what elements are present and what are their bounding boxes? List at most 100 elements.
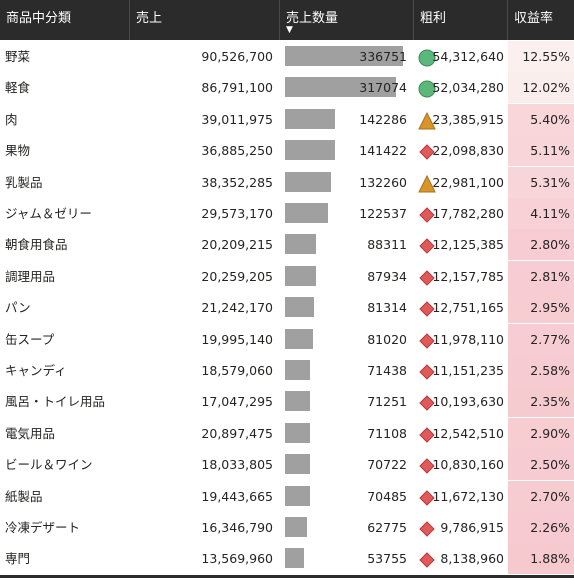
- table-row[interactable]: 野菜 90,526,700 336751 54,312,640 12.55%: [0, 41, 574, 72]
- quantity-value: 71251: [367, 394, 407, 410]
- margin-cell-background: [508, 260, 574, 292]
- gross-profit-cell: 23,385,915: [432, 111, 504, 127]
- margin-cell: 2.50%: [530, 457, 570, 473]
- quantity-value: 122537: [359, 206, 407, 221]
- table-row[interactable]: パン 21,242,170 81314 12,751,165 2.95%: [0, 292, 574, 324]
- margin-cell-background: [508, 417, 574, 449]
- quantity-cell: 81020: [280, 324, 410, 355]
- header-quantity[interactable]: 売上数量 ▼: [280, 0, 414, 40]
- quantity-value: 87934: [367, 268, 407, 284]
- table-row[interactable]: 紙製品 19,443,665 70485 11,672,130 2.70%: [0, 480, 574, 512]
- table-row[interactable]: 乳製品 38,352,285 132260 22,981,100 5.31%: [0, 166, 574, 198]
- quantity-cell: 122537: [280, 198, 410, 229]
- quantity-data-bar: [285, 485, 310, 506]
- table-row[interactable]: 軽食 86,791,100 317074 52,034,280 12.02%: [0, 72, 574, 104]
- category-cell: 紙製品: [5, 488, 43, 504]
- margin-cell-background: [508, 135, 574, 167]
- margin-cell: 2.80%: [530, 237, 570, 253]
- margin-cell: 5.31%: [530, 174, 570, 190]
- gross-profit-cell: 11,672,130: [432, 488, 504, 504]
- category-cell: 肉: [5, 111, 18, 127]
- quantity-value: 141422: [359, 143, 407, 159]
- category-cell: 野菜: [5, 49, 31, 64]
- quantity-data-bar: [285, 77, 397, 98]
- table-row[interactable]: 調理用品 20,259,205 87934 12,157,785 2.81%: [0, 260, 574, 292]
- diamond-icon: [418, 261, 436, 292]
- gross-profit-cell: 22,981,100: [432, 174, 504, 190]
- quantity-data-bar: [285, 265, 316, 286]
- quantity-cell: 70485: [280, 481, 410, 512]
- header-gross-profit-label: 粗利: [420, 11, 447, 26]
- sales-cell: 18,579,060: [201, 363, 273, 378]
- header-category[interactable]: 商品中分類: [0, 0, 130, 40]
- header-sales[interactable]: 売上: [130, 0, 280, 40]
- margin-cell: 2.35%: [530, 394, 570, 410]
- table-row[interactable]: 肉 39,011,975 142286 23,385,915 5.40%: [0, 103, 574, 135]
- header-margin[interactable]: 収益率: [508, 0, 574, 40]
- table-row[interactable]: 缶スープ 19,995,140 81020 11,978,110 2.77%: [0, 323, 574, 355]
- table-row[interactable]: 電気用品 20,897,475 71108 12,542,510 2.90%: [0, 417, 574, 449]
- sort-descending-icon[interactable]: ▼: [286, 25, 293, 35]
- quantity-cell: 88311: [280, 229, 410, 260]
- margin-cell-background: [508, 166, 574, 198]
- sales-cell: 20,259,205: [201, 268, 273, 284]
- sales-cell: 19,995,140: [201, 331, 273, 347]
- margin-cell-background: [508, 355, 574, 386]
- quantity-cell: 70722: [280, 449, 410, 480]
- margin-cell: 2.26%: [530, 520, 570, 535]
- diamond-icon: [418, 386, 436, 417]
- sales-cell: 17,047,295: [201, 394, 273, 410]
- quantity-value: 336751: [359, 49, 407, 64]
- quantity-cell: 336751: [280, 41, 410, 72]
- diamond-icon: [418, 418, 436, 449]
- table-row[interactable]: 果物 36,885,250 141422 22,098,830 5.11%: [0, 135, 574, 167]
- gross-profit-cell: 12,751,165: [432, 300, 504, 316]
- gross-profit-cell: 9,786,915: [440, 520, 504, 535]
- table-row[interactable]: 風呂・トイレ用品 17,047,295 71251 10,193,630 2.35%: [0, 386, 574, 418]
- table-row[interactable]: ジャム＆ゼリー 29,573,170 122537 17,782,280 4.11%: [0, 198, 574, 229]
- sales-cell: 18,033,805: [201, 457, 273, 473]
- table-row[interactable]: ビール＆ワイン 18,033,805 70722 10,830,160 2.50%: [0, 449, 574, 481]
- sales-cell: 16,346,790: [201, 520, 273, 535]
- quantity-data-bar: [285, 391, 310, 412]
- table-row[interactable]: 専門 13,569,960 53755 8,138,960 1.88%: [0, 543, 574, 575]
- sales-cell: 36,885,250: [201, 143, 273, 159]
- quantity-data-bar: [285, 328, 314, 349]
- circle-icon: [418, 41, 436, 72]
- quantity-data-bar: [285, 171, 332, 192]
- diamond-icon: [418, 512, 436, 543]
- margin-cell: 5.40%: [530, 111, 570, 127]
- quantity-value: 71108: [367, 425, 407, 441]
- category-cell: キャンディ: [5, 363, 67, 378]
- diamond-icon: [418, 135, 436, 166]
- sales-cell: 90,526,700: [201, 49, 273, 64]
- quantity-value: 70722: [367, 457, 407, 473]
- quantity-data-bar: [285, 203, 328, 223]
- margin-cell-background: [508, 72, 574, 104]
- sales-cell: 86,791,100: [201, 80, 273, 96]
- quantity-cell: 53755: [280, 543, 410, 574]
- quantity-cell: 317074: [280, 72, 410, 103]
- quantity-data-bar: [285, 454, 310, 475]
- diamond-icon: [418, 355, 436, 386]
- margin-cell: 2.95%: [530, 300, 570, 316]
- table-row[interactable]: 朝食用食品 20,209,215 88311 12,125,385 2.80%: [0, 229, 574, 261]
- diamond-icon: [418, 543, 436, 574]
- quantity-cell: 87934: [280, 261, 410, 292]
- quantity-data-bar: [285, 108, 335, 129]
- triangle-icon: [418, 167, 436, 198]
- gross-profit-cell: 12,542,510: [432, 425, 504, 441]
- sales-cell: 19,443,665: [201, 488, 273, 504]
- gross-profit-cell: 22,098,830: [432, 143, 504, 159]
- quantity-cell: 141422: [280, 135, 410, 166]
- category-cell: 乳製品: [5, 174, 43, 190]
- header-gross-profit[interactable]: 粗利: [414, 0, 508, 40]
- margin-cell: 2.90%: [530, 425, 570, 441]
- table-row[interactable]: 冷凍デザート 16,346,790 62775 9,786,915 2.26%: [0, 512, 574, 543]
- gross-profit-cell: 12,125,385: [432, 237, 504, 253]
- sales-cell: 13,569,960: [201, 551, 273, 567]
- header-sales-label: 売上: [136, 11, 163, 26]
- sales-cell: 21,242,170: [201, 300, 273, 316]
- table-row[interactable]: キャンディ 18,579,060 71438 11,151,235 2.58%: [0, 355, 574, 386]
